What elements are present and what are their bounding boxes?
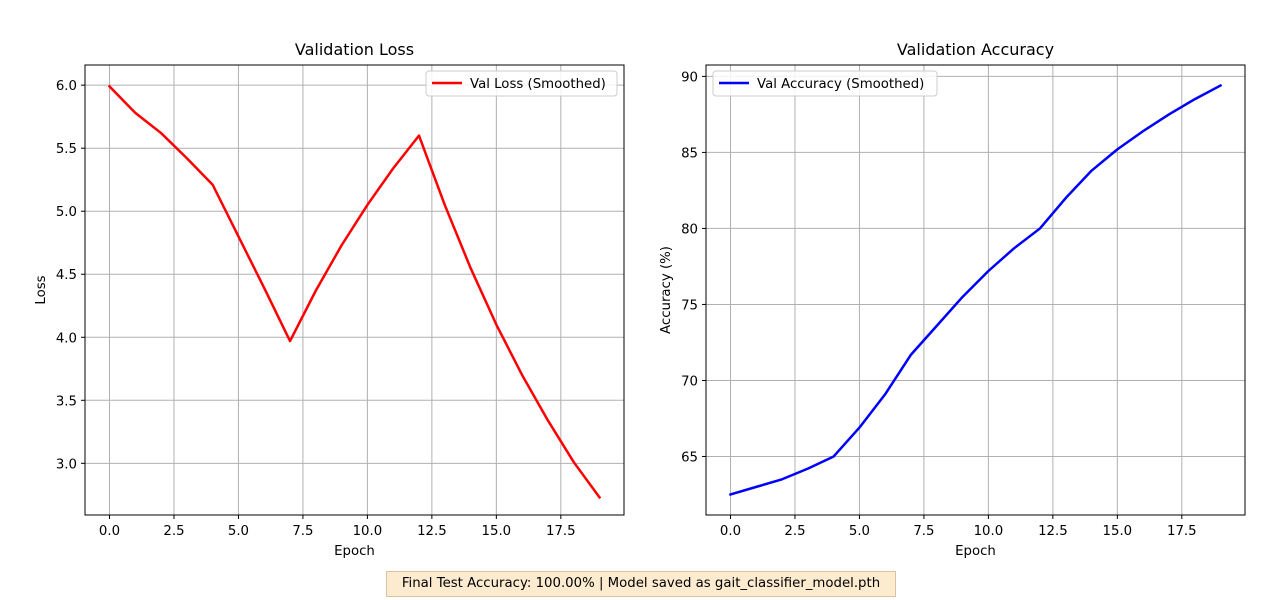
loss-y-tick-label: 6.0 (56, 79, 77, 94)
accuracy-plot-area (706, 65, 1245, 515)
loss-x-tick-label: 12.5 (417, 524, 447, 539)
loss-series-line (107, 84, 602, 500)
accuracy-series (728, 83, 1223, 497)
accuracy-y-axis-label: Accuracy (%) (659, 246, 674, 334)
accuracy-x-tick-label: 15.0 (1103, 524, 1133, 539)
loss-plot-frame (84, 64, 625, 516)
accuracy-y-tick-label: 85 (681, 146, 698, 161)
accuracy-legend-label: Val Accuracy (Smoothed) (757, 77, 924, 92)
accuracy-legend: Val Accuracy (Smoothed) (712, 70, 938, 97)
accuracy-series-line (728, 83, 1223, 497)
accuracy-x-tick-label: 7.5 (913, 524, 934, 539)
accuracy-x-tick-label: 12.5 (1038, 524, 1068, 539)
accuracy-x-axis-label: Epoch (955, 544, 996, 559)
loss-x-tick-label: 0.0 (99, 524, 120, 539)
accuracy-chart-title: Validation Accuracy (897, 40, 1054, 59)
accuracy-x-tick-label: 10.0 (974, 524, 1004, 539)
loss-x-tick-label: 7.5 (292, 524, 313, 539)
accuracy-x-tick-label: 2.5 (784, 524, 805, 539)
accuracy-x-tick-label: 17.5 (1167, 524, 1197, 539)
loss-chart-title: Validation Loss (295, 40, 414, 59)
loss-chart: 0.0 2.5 5.0 7.5 10.0 12.5 15.0 17.5 3.0 3.5 4.0 4.5… (34, 40, 625, 559)
loss-y-tick-label: 3.0 (56, 457, 77, 472)
final-accuracy-note: Final Test Accuracy: 100.00% | Model sav… (386, 571, 896, 597)
accuracy-y-tick-label: 75 (681, 298, 698, 313)
accuracy-chart: 0.0 2.5 5.0 7.5 10.0 12.5 15.0 17.5 65 70 75 80 85 90… (659, 40, 1246, 559)
loss-y-axis-label: Loss (34, 275, 49, 304)
loss-y-tick-label: 5.0 (56, 205, 77, 220)
loss-y-tick-label: 4.0 (56, 331, 77, 346)
loss-x-tick-label: 5.0 (228, 524, 249, 539)
accuracy-plot-frame (705, 64, 1246, 516)
loss-y-tick-label: 5.5 (56, 142, 77, 157)
loss-series (107, 84, 602, 500)
loss-x-tick-label: 17.5 (546, 524, 576, 539)
loss-plot-area (85, 65, 624, 515)
loss-grid (85, 65, 624, 515)
loss-x-tick-label: 2.5 (163, 524, 184, 539)
accuracy-x-tick-label: 0.0 (720, 524, 741, 539)
loss-legend-label: Val Loss (Smoothed) (470, 77, 606, 92)
loss-y-tick-label: 3.5 (56, 394, 77, 409)
loss-ticks: 0.0 2.5 5.0 7.5 10.0 12.5 15.0 17.5 3.0 3.5 4.0 4.5… (56, 79, 576, 539)
accuracy-y-tick-label: 70 (681, 374, 698, 389)
loss-y-tick-label: 4.5 (56, 268, 77, 283)
loss-x-tick-label: 15.0 (482, 524, 512, 539)
loss-x-axis-label: Epoch (334, 544, 375, 559)
loss-x-tick-label: 10.0 (353, 524, 383, 539)
loss-legend: Val Loss (Smoothed) (425, 70, 618, 97)
accuracy-y-tick-label: 90 (681, 70, 698, 85)
accuracy-y-tick-label: 80 (681, 222, 698, 237)
accuracy-x-tick-label: 5.0 (849, 524, 870, 539)
accuracy-legend-box (712, 70, 938, 97)
loss-legend-box (425, 70, 618, 97)
accuracy-y-tick-label: 65 (681, 450, 698, 465)
accuracy-ticks: 0.0 2.5 5.0 7.5 10.0 12.5 15.0 17.5 65 70 75 80 85 90 (681, 70, 1197, 539)
